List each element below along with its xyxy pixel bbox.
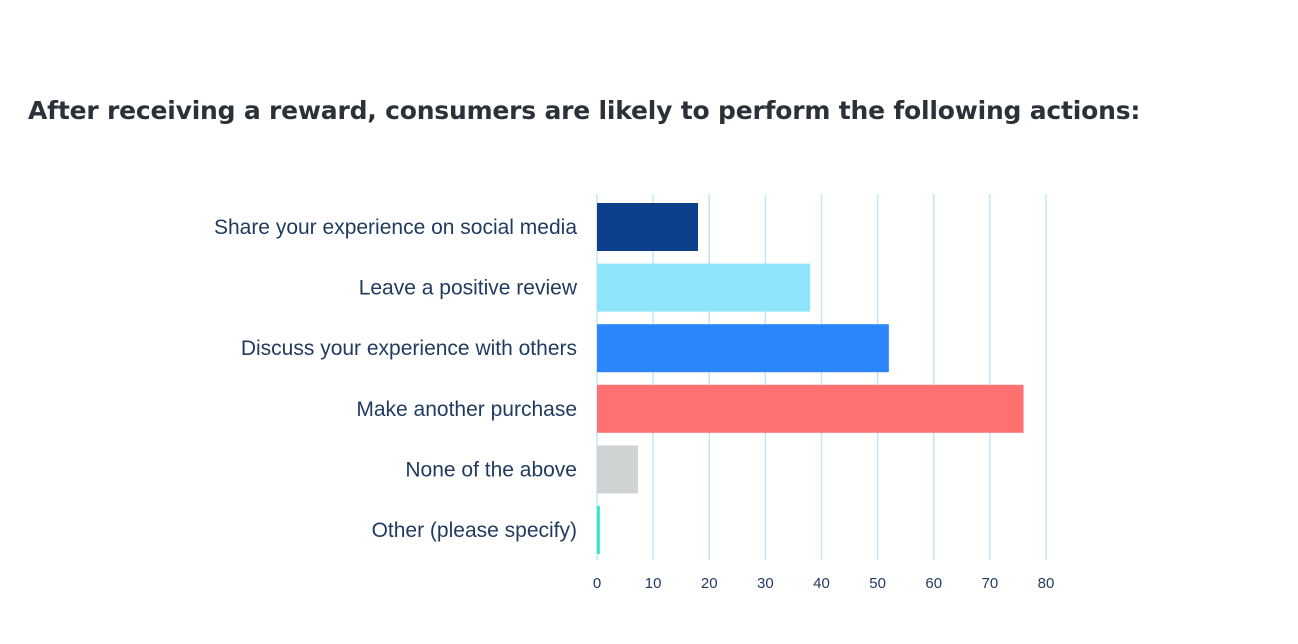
category-label: None of the above [405,458,577,481]
category-labels: Share your experience on social media Lea… [214,216,578,542]
x-tick-label: 80 [1038,575,1055,592]
x-tick-label: 70 [982,575,999,592]
category-label: Other (please specify) [372,519,577,542]
x-tick-label: 20 [701,575,718,592]
x-tick-label: 60 [925,575,942,592]
category-label: Make another purchase [356,398,577,421]
bar [597,506,600,554]
bar [597,384,1024,433]
bar [597,203,699,251]
bar [597,324,889,373]
x-tick-label: 10 [645,575,662,592]
category-label: Share your experience on social media [214,216,577,239]
x-tick-label: 0 [593,575,601,592]
gridlines [596,194,1047,560]
x-tick-label: 50 [869,575,886,592]
chart-title: After receiving a reward, consumers are … [28,96,1141,125]
x-tick-label: 30 [757,575,774,592]
bars [597,203,1024,554]
x-tick-label: 40 [813,575,830,592]
x-axis-ticks: 0 10 20 30 40 50 60 70 80 [593,575,1055,592]
category-label: Leave a positive review [359,277,578,300]
bar [597,263,811,312]
category-label: Discuss your experience with others [241,337,577,360]
bar [597,445,638,494]
